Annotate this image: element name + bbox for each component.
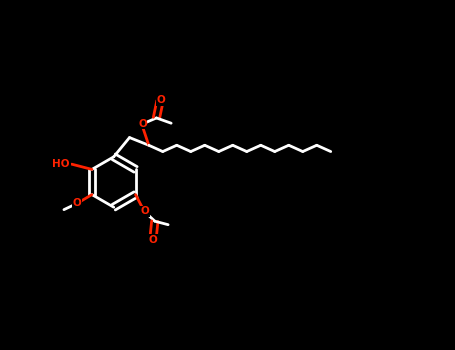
Text: O: O xyxy=(141,206,149,216)
Text: O: O xyxy=(149,235,157,245)
Text: O: O xyxy=(157,95,166,105)
Text: O: O xyxy=(73,198,81,208)
Text: HO: HO xyxy=(52,159,70,169)
Text: O: O xyxy=(138,119,147,128)
